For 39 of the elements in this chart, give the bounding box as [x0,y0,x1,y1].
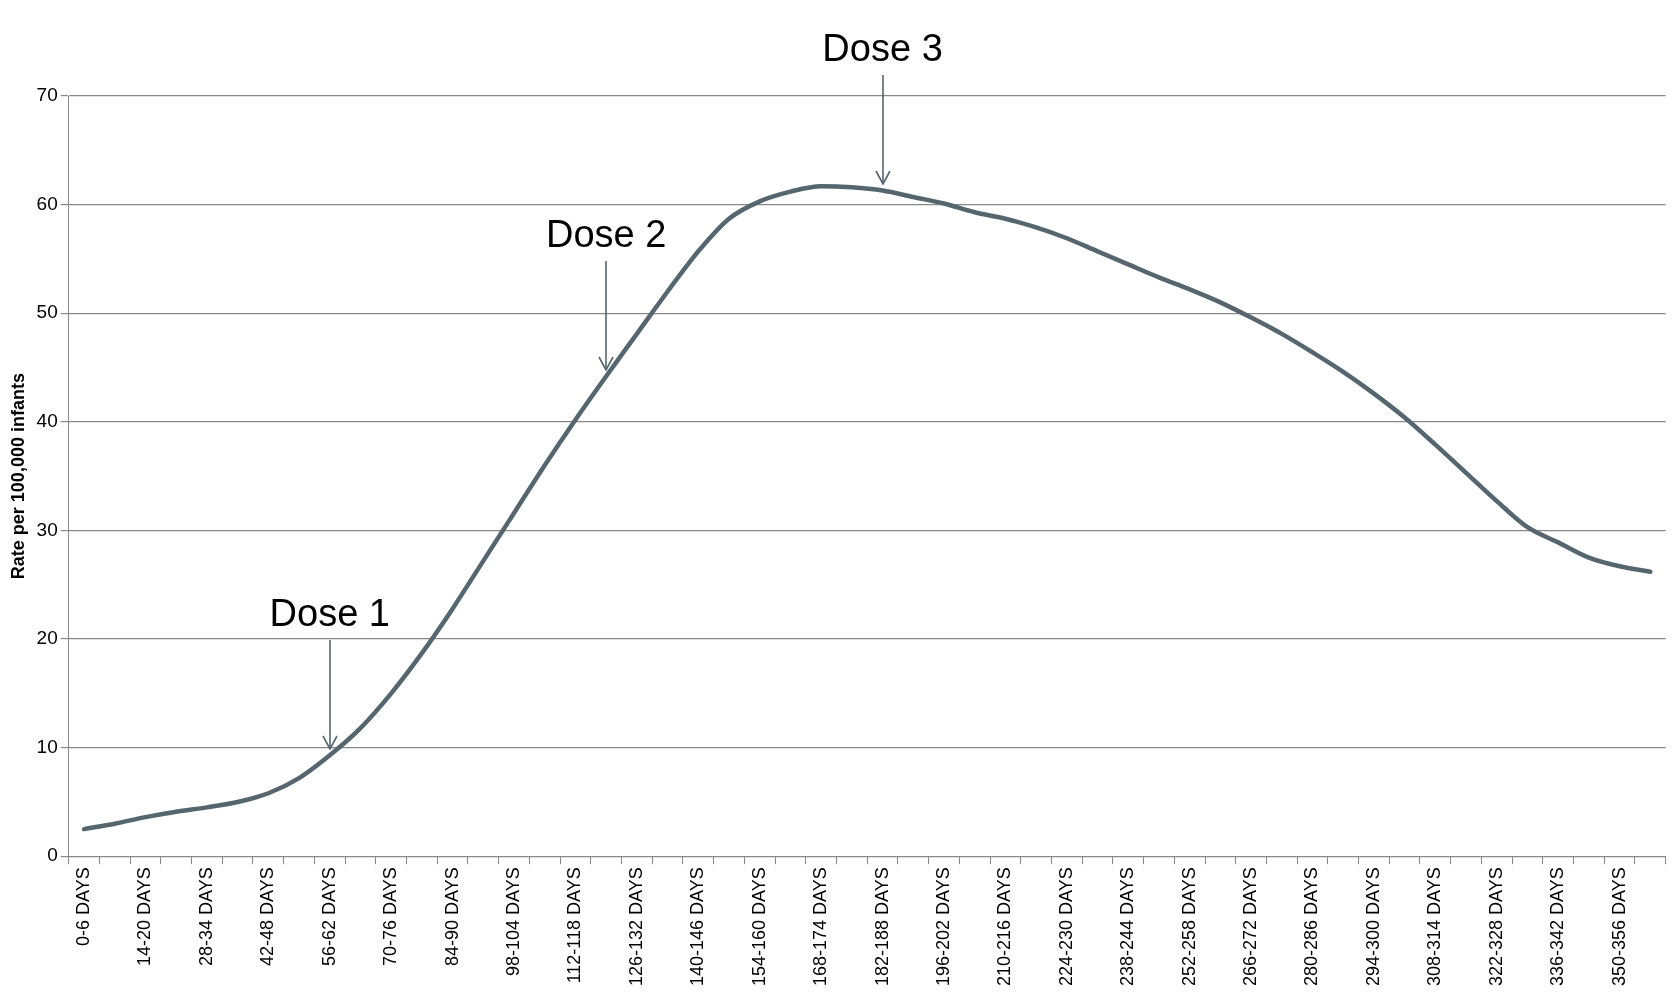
y-tick-label: 10 [36,735,58,757]
y-tick-label: 60 [36,192,58,214]
x-tick-label: 350-356 DAYS [1608,867,1629,987]
x-tick-label: 140-146 DAYS [687,867,708,987]
x-tick-label: 182-188 DAYS [871,867,892,987]
x-tick-label: 196-202 DAYS [932,867,953,987]
y-axis-title: Rate per 100,000 infants [7,373,28,580]
x-tick-label: 168-174 DAYS [810,867,831,987]
x-tick-label: 0-6 DAYS [73,867,94,946]
x-tick-label: 28-34 DAYS [195,867,216,966]
x-tick-label: 98-104 DAYS [503,867,523,976]
x-tick-label: 84-90 DAYS [441,867,462,966]
y-tick-label: 40 [36,410,58,432]
y-tick-label: 50 [36,301,58,323]
x-tick-label: 126-132 DAYS [625,867,646,987]
x-tick-label: 336-342 DAYS [1547,867,1568,987]
y-tick-label: 70 [36,84,58,106]
x-tick-label: 238-244 DAYS [1117,867,1138,987]
x-tick-label: 266-272 DAYS [1240,867,1261,987]
x-tick-label: 224-230 DAYS [1055,867,1076,987]
x-tick-label: 308-314 DAYS [1424,867,1445,987]
annotation: Dose 3 [822,27,943,70]
annotation: Dose 1 [269,592,390,635]
x-tick-label: 112-118 DAYS [564,867,585,984]
x-tick-label: 210-216 DAYS [994,867,1015,987]
x-tick-label: 56-62 DAYS [318,867,339,966]
x-tick-label: 154-160 DAYS [748,867,769,987]
x-tick-label: 14-20 DAYS [134,867,155,966]
x-tick-label: 280-286 DAYS [1301,867,1322,987]
x-tick-label: 252-258 DAYS [1178,867,1199,987]
x-tick-label: 294-300 DAYS [1362,867,1383,987]
x-tick-label: 42-48 DAYS [257,867,278,966]
x-tick-label: 322-328 DAYS [1485,867,1506,987]
x-tick-label: 70-76 DAYS [380,867,401,966]
y-tick-label: 20 [36,627,58,649]
y-tick-label: 30 [36,518,58,540]
annotation: Dose 2 [545,213,667,256]
y-tick-label: 0 [47,844,58,866]
line-series [81,183,1653,832]
